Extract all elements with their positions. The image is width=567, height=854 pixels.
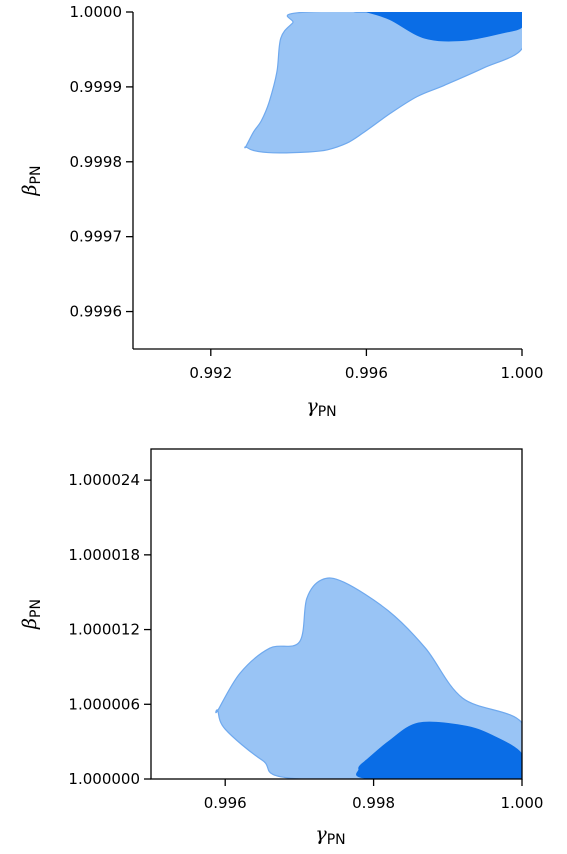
inner-contour-region	[356, 721, 522, 779]
y-tick-label: 1.000000	[68, 770, 140, 788]
chart-panel-2: 0.996 0.998 1.000 1.000000 1.000006 1.000012 1…	[19, 448, 544, 848]
y-tick-label: 1.000024	[68, 471, 140, 489]
x-tick-label: 1.000	[501, 364, 544, 382]
x-tick-label: 0.996	[204, 794, 247, 812]
x-axis-label-subscript: PN	[318, 404, 337, 420]
y-tick-label: 0.9997	[70, 228, 123, 246]
x-tick-label: 0.998	[352, 794, 395, 812]
y-tick-label: 1.000018	[68, 546, 140, 564]
y-axis-label-subscript: PN	[28, 166, 44, 185]
y-tick-label: 0.9999	[70, 78, 123, 96]
x-axis-label-subscript: PN	[327, 832, 346, 848]
x-axis-label: γPN	[315, 823, 345, 848]
x-tick-label: 1.000	[501, 794, 544, 812]
contour-regions	[244, 12, 522, 154]
y-axis-label: βPN	[19, 166, 44, 197]
y-axis-label: βPN	[19, 599, 44, 630]
y-tick-label: 1.0000	[70, 3, 123, 21]
y-tick-label: 1.000006	[68, 695, 140, 713]
x-axis-label: γPN	[306, 395, 336, 420]
inner-contour-region	[353, 12, 522, 42]
chart-panel-1: 0.992 0.996 1.000 0.9996 0.9997 0.9998 0.9999 1…	[19, 3, 543, 420]
x-tick-label: 0.996	[345, 364, 388, 382]
y-tick-label: 0.9996	[70, 303, 123, 321]
y-tick-label: 0.9998	[70, 153, 123, 171]
y-tick-label: 1.000012	[68, 621, 140, 639]
x-tick-label: 0.992	[189, 364, 232, 382]
plot-frame	[150, 448, 523, 780]
outer-contour-region	[244, 12, 522, 154]
contour-regions	[215, 577, 522, 779]
y-axis-label-subscript: PN	[28, 599, 44, 618]
